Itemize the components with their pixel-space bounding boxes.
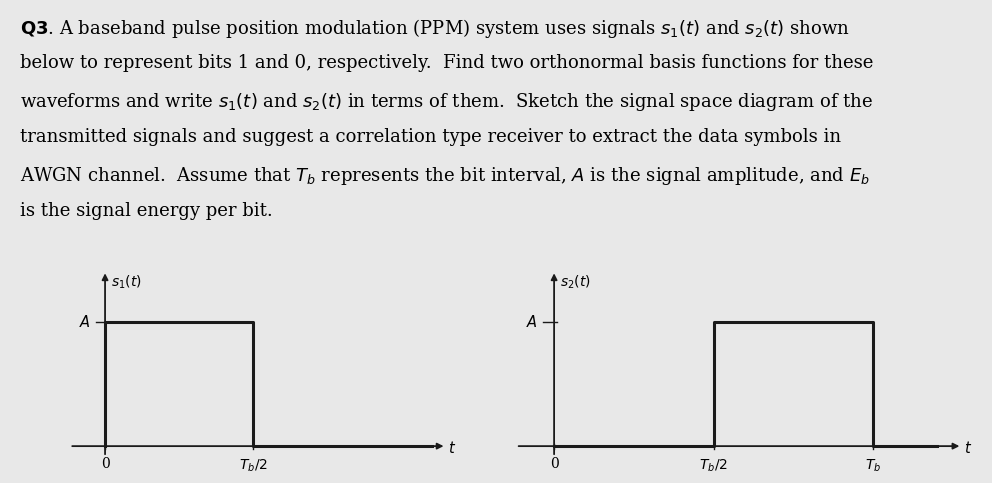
- Text: $t$: $t$: [964, 440, 972, 456]
- Text: $T_b/2$: $T_b/2$: [699, 457, 728, 474]
- Text: below to represent bits 1 and 0, respectively.  Find two orthonormal basis funct: below to represent bits 1 and 0, respect…: [20, 55, 873, 72]
- Text: 0: 0: [100, 457, 109, 471]
- Text: $A$: $A$: [526, 314, 538, 330]
- Text: $t$: $t$: [447, 440, 456, 456]
- Text: AWGN channel.  Assume that $T_b$ represents the bit interval, $A$ is the signal : AWGN channel. Assume that $T_b$ represen…: [20, 165, 870, 187]
- Text: $A$: $A$: [79, 314, 91, 330]
- Text: 0: 0: [550, 457, 558, 471]
- Text: $T_b/2$: $T_b/2$: [239, 457, 268, 474]
- Text: $T_b$: $T_b$: [865, 457, 881, 474]
- Text: $\mathbf{Q3}$. A baseband pulse position modulation (PPM) system uses signals $s: $\mathbf{Q3}$. A baseband pulse position…: [20, 17, 850, 41]
- Text: transmitted signals and suggest a correlation type receiver to extract the data : transmitted signals and suggest a correl…: [20, 128, 841, 146]
- Text: $s_1(t)$: $s_1(t)$: [111, 274, 142, 291]
- Text: is the signal energy per bit.: is the signal energy per bit.: [20, 202, 273, 220]
- Text: $s_2(t)$: $s_2(t)$: [560, 274, 591, 291]
- Text: waveforms and write $s_1(t)$ and $s_2(t)$ in terms of them.  Sketch the signal s: waveforms and write $s_1(t)$ and $s_2(t)…: [20, 91, 873, 114]
